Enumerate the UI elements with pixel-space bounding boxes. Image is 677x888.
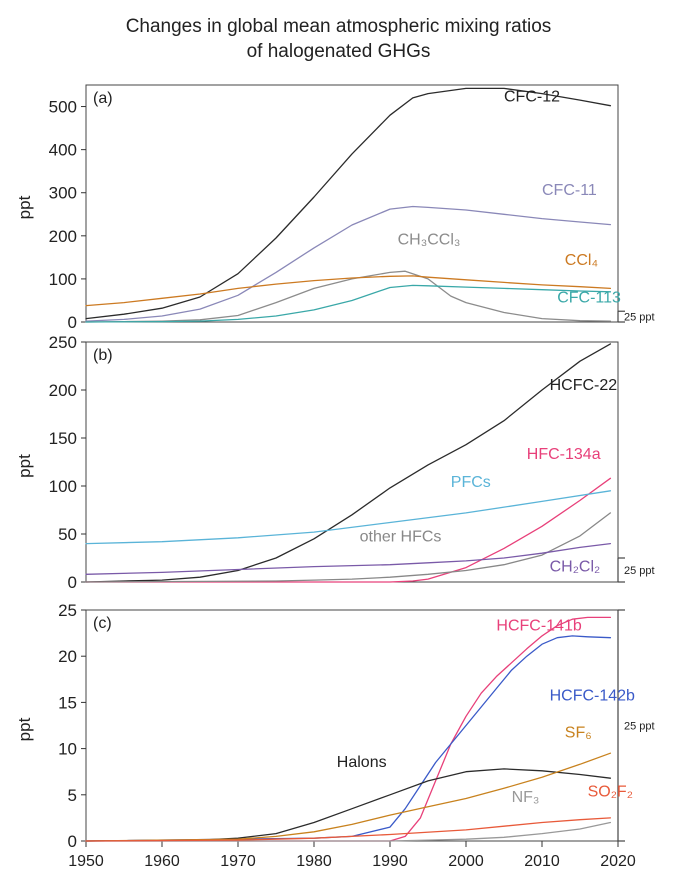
series-label-ch-ccl: CH₃CCl₃ <box>398 231 461 248</box>
series-line-nf3 <box>85 821 612 842</box>
scale-bar: 25 ppt <box>617 557 655 583</box>
series-line-so2f2 <box>85 817 612 842</box>
series-label-hcfc-142b: HCFC-142b <box>550 688 635 705</box>
series-label-so-f: SO₂F₂ <box>588 784 633 801</box>
series-line-cfc-113 <box>85 284 612 323</box>
scale-bar: 25 ppt <box>617 310 655 324</box>
chart-title-line-2: of halogenated GHGs <box>246 41 431 62</box>
panel-frame <box>85 84 619 323</box>
series-label-nf: NF₃ <box>512 789 540 806</box>
y-tick-label: 100 <box>49 477 77 496</box>
y-tick-label: 0 <box>68 832 77 851</box>
panel-label: (a) <box>93 90 113 107</box>
x-tick-label: 1980 <box>296 853 332 870</box>
y-tick-label: 0 <box>68 573 77 592</box>
y-tick-label: 200 <box>49 381 77 400</box>
series-line-pfcs <box>85 490 612 545</box>
panel-label: (b) <box>93 347 113 364</box>
series-label-pfcs: PFCs <box>451 474 491 491</box>
y-axis-label: ppt <box>15 454 34 478</box>
panel-label: (c) <box>93 615 112 632</box>
scale-bar-label: 25 ppt <box>624 721 655 733</box>
panel-2: 0 50 100 150 200 250 ppt (b) 25 ppt HCFC-22 HFC-13… <box>15 333 655 592</box>
series-label-sf: SF₆ <box>565 725 592 742</box>
x-tick-label: 1970 <box>220 853 256 870</box>
y-tick-label: 10 <box>58 740 77 759</box>
series-line-other-hfcs <box>85 512 612 583</box>
series-label-cfc-11: CFC-11 <box>542 182 597 199</box>
series-line-ccl4 <box>85 275 612 307</box>
series-line-halons <box>85 768 612 842</box>
scale-bar-label: 25 ppt <box>624 565 655 577</box>
x-tick-label: 2010 <box>524 853 560 870</box>
scale-bar: 25 ppt <box>617 609 655 842</box>
panel-frame <box>85 609 619 842</box>
series-label-cfc-113: CFC-113 <box>557 290 621 307</box>
series-label-cfc-12: CFC-12 <box>504 88 560 105</box>
y-axis-label: ppt <box>15 195 34 219</box>
chart-title: Changes in global mean atmospheric mixin… <box>0 14 677 64</box>
x-tick-label: 2020 <box>600 853 636 870</box>
y-tick-label: 300 <box>49 184 77 203</box>
x-tick-label: 1990 <box>372 853 408 870</box>
series-label-ccl: CCl₄ <box>565 252 598 269</box>
series-line-cfc-11 <box>85 205 612 322</box>
y-tick-label: 20 <box>58 647 77 666</box>
series-label-hfc-134a: HFC-134a <box>527 446 601 463</box>
series-label-other-hfcs: other HFCs <box>360 529 442 546</box>
y-axis-label: ppt <box>15 717 34 741</box>
series-line-cfc-12 <box>85 87 612 320</box>
y-tick-label: 250 <box>49 333 77 352</box>
series-line-hcfc-142b <box>85 635 612 842</box>
series-label-halons: Halons <box>337 754 387 771</box>
panel-3: 0 5 10 15 20 25 ppt (c) 1950 1960 1970 1980 1990 2000… <box>15 601 655 870</box>
y-tick-label: 15 <box>58 693 77 712</box>
series-label-hcfc-141b: HCFC-141b <box>496 617 581 634</box>
x-tick-label: 1960 <box>144 853 180 870</box>
y-tick-label: 25 <box>58 601 77 620</box>
y-tick-label: 50 <box>58 525 77 544</box>
panel-1: 0 100 200 300 400 500 ppt (a) 25 ppt CFC-12 CFC-11… <box>15 84 655 332</box>
y-tick-label: 0 <box>68 313 77 332</box>
y-tick-label: 150 <box>49 429 77 448</box>
series-line-ch2cl2 <box>85 542 612 575</box>
series-line-hfc-134a <box>85 477 612 583</box>
x-tick-label: 1950 <box>68 853 104 870</box>
x-tick-label: 2000 <box>448 853 484 870</box>
series-line-hcfc-141b <box>85 616 612 842</box>
y-tick-label: 500 <box>49 98 77 117</box>
y-tick-label: 400 <box>49 141 77 160</box>
y-tick-label: 100 <box>49 270 77 289</box>
y-tick-label: 5 <box>68 786 77 805</box>
series-line-ch3ccl3 <box>85 270 612 323</box>
series-line-hcfc-22 <box>85 343 612 583</box>
scale-bar-label: 25 ppt <box>624 312 655 324</box>
y-tick-label: 200 <box>49 227 77 246</box>
series-line-sf6 <box>85 752 612 842</box>
series-label-hcfc-22: HCFC-22 <box>550 377 618 394</box>
chart-title-line-1: Changes in global mean atmospheric mixin… <box>125 16 552 37</box>
series-label-ch-cl: CH₂Cl₂ <box>550 558 601 575</box>
